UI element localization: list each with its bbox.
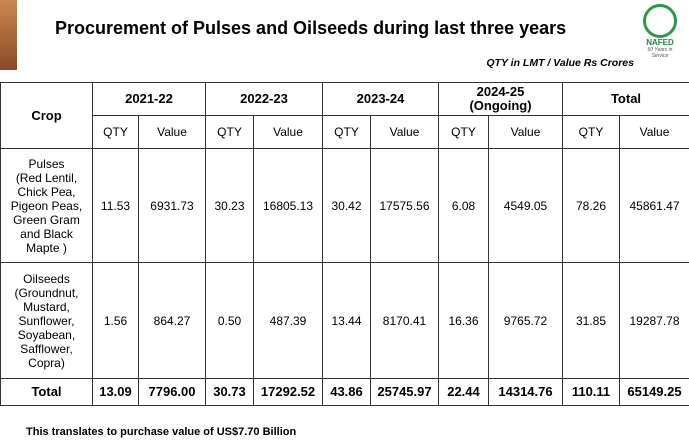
value-cell: 19287.78 [619,262,689,379]
value-cell: 13.44 [322,262,371,379]
value-cell: 110.11 [562,378,620,406]
value-cell: 30.42 [322,148,371,263]
crop-cell: Pulses (Red Lentil, Chick Pea, Pigeon Pe… [0,148,93,263]
value-cell: 31.85 [562,262,620,379]
year-header: 2023-24 [322,82,439,116]
footer-note: This translates to purchase value of US$… [26,426,297,438]
value-cell: 7796.00 [138,378,206,406]
sub-header: QTY [438,115,489,149]
value-cell: 0.50 [205,262,254,379]
crop-cell: Total [0,378,93,406]
value-cell: 4549.05 [488,148,563,263]
value-cell: 78.26 [562,148,620,263]
procurement-table: Crop 2021-22 2022-23 2023-24 2024-25 (Ongoin… [0,82,689,406]
sub-header: Value [619,115,689,149]
data-row: Total 13.09 7796.00 30.73 17292.52 43.86 25745… [0,378,689,406]
crop-cell: Oilseeds (Groundnut, Mustard, Sunflower,… [0,262,93,379]
value-cell: 17292.52 [253,378,323,406]
sub-header: Value [370,115,439,149]
value-cell: 487.39 [253,262,323,379]
year-header: 2021-22 [92,82,206,116]
value-cell: 1.56 [92,262,139,379]
sub-header: Value [488,115,563,149]
value-cell: 30.73 [205,378,254,406]
logo: NAFED 60 Years in Service [639,4,681,59]
sub-header: QTY [322,115,371,149]
year-header: Total [562,82,689,116]
sub-header: QTY [92,115,139,149]
value-cell: 16805.13 [253,148,323,263]
sub-header: Value [253,115,323,149]
year-header: 2024-25 (Ongoing) [438,82,563,116]
value-cell: 30.23 [205,148,254,263]
value-cell: 45861.47 [619,148,689,263]
value-cell: 13.09 [92,378,139,406]
value-cell: 6931.73 [138,148,206,263]
value-cell: 11.53 [92,148,139,263]
data-row: Pulses (Red Lentil, Chick Pea, Pigeon Pe… [0,148,689,263]
value-cell: 8170.41 [370,262,439,379]
title: Procurement of Pulses and Oilseeds durin… [55,18,567,38]
value-cell: 6.08 [438,148,489,263]
value-cell: 65149.25 [619,378,689,406]
value-cell: 16.36 [438,262,489,379]
value-cell: 22.44 [438,378,489,406]
value-cell: 25745.97 [370,378,439,406]
subheader-row: QTY Value QTY Value QTY Value QTY Value QTY Value [1,115,689,149]
value-cell: 864.27 [138,262,206,379]
value-cell: 14314.76 [488,378,563,406]
building-image [0,0,17,70]
logo-text: NAFED [646,38,674,47]
sub-header: QTY [205,115,254,149]
value-cell: 43.86 [322,378,371,406]
unit-note: QTY in LMT / Value Rs Crores [486,57,634,69]
logo-tagline: 60 Years in Service [647,47,673,59]
year-header: 2022-23 [205,82,323,116]
corner-header: Crop [0,82,93,149]
sub-header: QTY [562,115,620,149]
value-cell: 9765.72 [488,262,563,379]
header-row: Crop 2021-22 2022-23 2023-24 2024-25 (Ongoin… [0,82,689,149]
sub-header: Value [138,115,206,149]
value-cell: 17575.56 [370,148,439,263]
data-row: Oilseeds (Groundnut, Mustard, Sunflower,… [0,262,689,379]
